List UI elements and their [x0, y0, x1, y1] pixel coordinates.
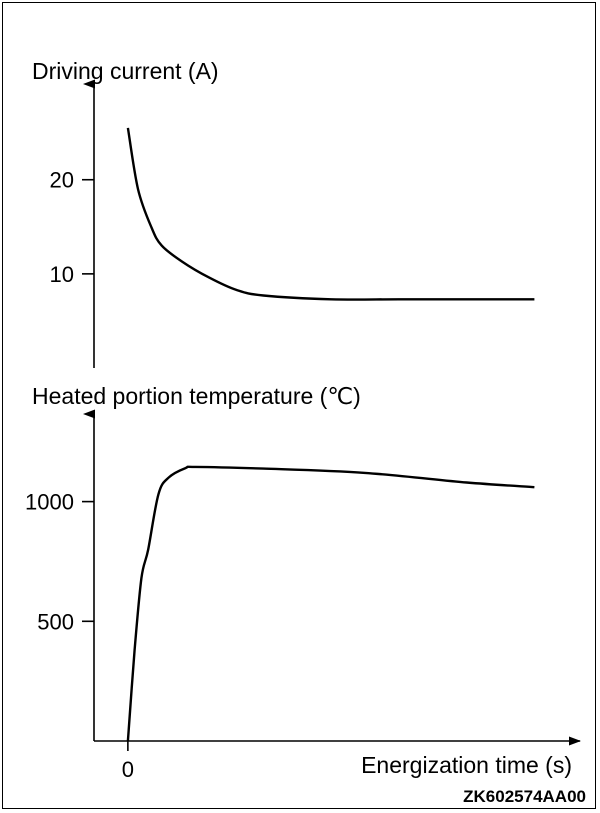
x-ticks: 0 — [122, 741, 134, 782]
temperature-y-tick-label: 1000 — [25, 490, 74, 515]
temperature-y-tick-label: 500 — [37, 609, 74, 634]
current-y-axis-label: Driving current (A) — [32, 58, 219, 84]
temperature-chart: Heated portion temperature (℃) 500 1000 0… — [25, 383, 581, 782]
current-y-tick-label: 10 — [50, 262, 74, 287]
current-y-ticks: 10 20 — [50, 168, 94, 287]
current-y-tick-label: 20 — [50, 168, 74, 193]
current-series-line — [126, 127, 535, 301]
temperature-y-ticks: 500 1000 — [25, 490, 94, 634]
x-tick-label: 0 — [122, 757, 134, 782]
x-axis-label: Energization time (s) — [361, 752, 572, 778]
temperature-y-axis-label: Heated portion temperature (℃) — [32, 383, 361, 409]
temperature-series-line — [126, 465, 535, 742]
figure-code: ZK602574AA00 — [463, 787, 586, 806]
current-chart: Driving current (A) 10 20 — [32, 58, 535, 368]
